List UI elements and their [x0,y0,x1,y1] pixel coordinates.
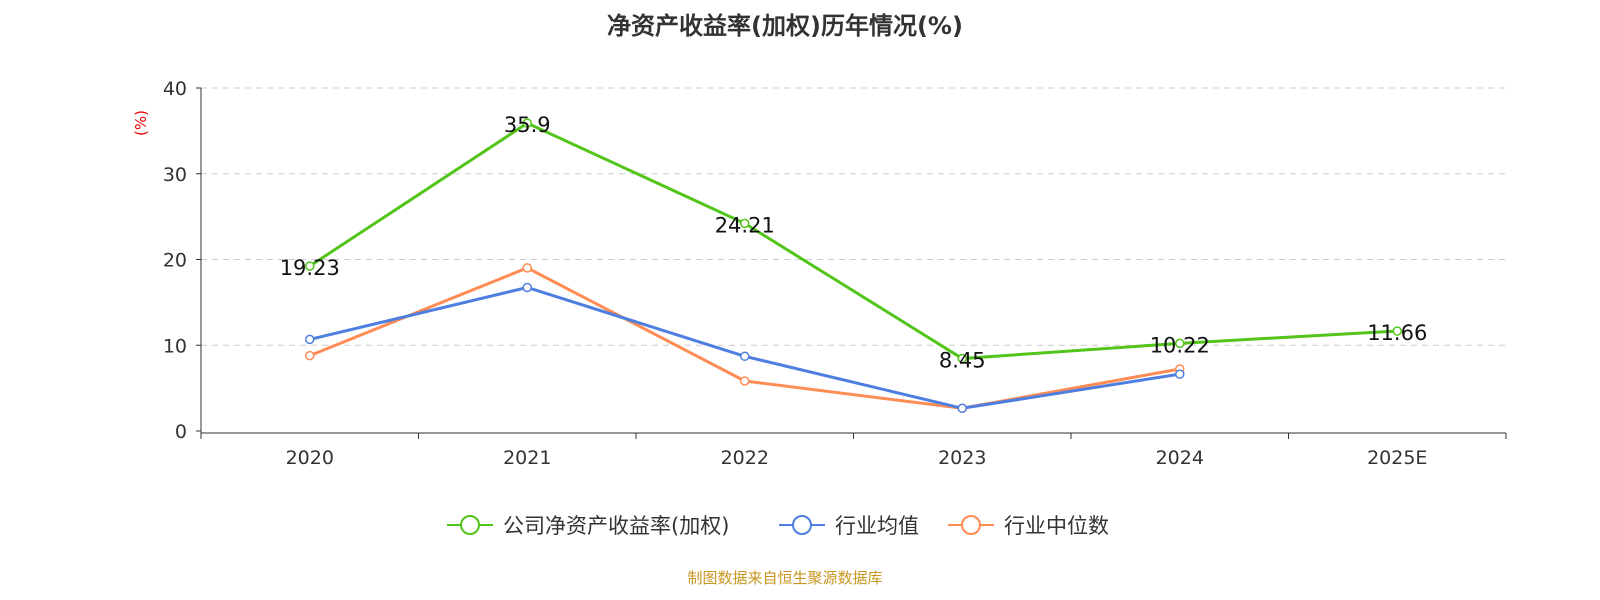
legend-label: 行业均值 [835,514,919,538]
x-tick-label: 2022 [721,447,769,469]
x-tick-label: 2020 [286,447,334,469]
data-label: 10.22 [1150,333,1210,357]
data-label: 19.23 [280,256,340,280]
data-label: 24.21 [715,213,775,237]
data-point [305,350,315,361]
source-note: 制图数据来自恒生聚源数据库 [687,569,883,587]
series-line [308,121,1398,361]
legend-marker-icon [460,515,480,535]
x-tick-label: 2024 [1156,447,1204,469]
x-tick-label: 2023 [938,447,986,469]
legend-marker-icon [792,515,812,535]
x-tick-label: 2025E [1367,447,1427,469]
data-point [305,261,315,271]
data-point [740,351,750,362]
data-label: 11.66 [1367,321,1427,345]
data-point [957,403,967,414]
data-point [522,263,532,273]
data-point [957,353,967,364]
chart-title: 净资产收益率(加权)历年情况(%) [607,12,963,40]
data-point [1175,338,1185,349]
data-point [1392,326,1402,336]
y-tick-label: 10 [163,335,187,357]
y-tick-label: 30 [163,164,187,186]
data-point [1175,369,1185,379]
data-label: 8.45 [939,349,986,373]
data-label: 35.9 [504,113,551,137]
legend-label: 公司净资产收益率(加权) [503,514,729,538]
legend-marker-icon [961,515,981,535]
series-line [309,266,1181,410]
y-tick-label: 0 [175,421,187,443]
y-tick-label: 20 [163,250,187,272]
series-line [309,285,1180,410]
data-point [522,282,532,293]
data-point [305,334,315,345]
y-tick-label: 40 [163,78,187,100]
data-point [740,218,750,229]
x-tick-label: 2021 [503,447,551,469]
data-point [740,376,750,386]
legend-label: 行业中位数 [1004,514,1109,538]
data-point [522,118,532,128]
y-axis-label: (%) [132,110,150,136]
